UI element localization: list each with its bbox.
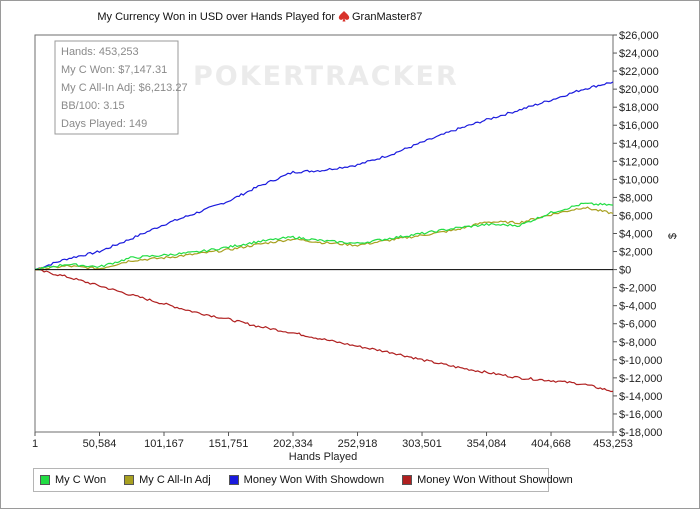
legend-swatch bbox=[124, 475, 135, 485]
series-line-money-won-without-showdown bbox=[34, 269, 614, 393]
y-axis-label: $ bbox=[667, 233, 679, 239]
stats-box: Hands: 453,253 My C Won: $7,147.31 My C … bbox=[54, 40, 188, 135]
y-tick-label: $-2,000 bbox=[619, 283, 656, 295]
x-tick-label: 151,751 bbox=[209, 438, 249, 450]
y-tick-label: $12,000 bbox=[619, 156, 659, 168]
stats-allin: My C All-In Adj: $6,213.27 bbox=[61, 82, 188, 94]
legend-swatch bbox=[40, 475, 50, 485]
legend-label: My C Won bbox=[55, 474, 107, 486]
x-tick-label: 453,253 bbox=[593, 438, 633, 450]
stats-days: Days Played: 149 bbox=[61, 118, 147, 130]
y-tick-label: $4,000 bbox=[619, 229, 653, 241]
legend-item-without-showdown[interactable]: Money Won Without Showdown bbox=[402, 474, 573, 486]
y-tick-label: $18,000 bbox=[619, 102, 659, 114]
legend-swatch bbox=[402, 475, 413, 485]
y-tick-label: $-8,000 bbox=[619, 337, 656, 349]
y-tick-label: $-10,000 bbox=[619, 355, 662, 367]
y-tick-label: $24,000 bbox=[619, 48, 659, 60]
watermark-logo: POKERTRACKER bbox=[193, 61, 459, 92]
legend: My C Won My C All-In Adj Money Won With … bbox=[33, 468, 573, 492]
stats-bb100: BB/100: 3.15 bbox=[61, 100, 125, 112]
y-tick-label: $10,000 bbox=[619, 174, 659, 186]
x-tick-label: 1 bbox=[32, 438, 38, 450]
x-tick-label: 202,334 bbox=[273, 438, 313, 450]
y-tick-label: $22,000 bbox=[619, 66, 659, 78]
player-name: GranMaster87 bbox=[352, 11, 422, 23]
y-tick-label: $-4,000 bbox=[619, 301, 656, 313]
y-tick-label: $16,000 bbox=[619, 120, 659, 132]
y-tick-label: $26,000 bbox=[619, 30, 659, 42]
y-tick-label: $2,000 bbox=[619, 247, 653, 259]
x-tick-label: 303,501 bbox=[402, 438, 442, 450]
y-tick-label: $-6,000 bbox=[619, 319, 656, 331]
stats-won: My C Won: $7,147.31 bbox=[61, 64, 167, 76]
y-tick-label: $14,000 bbox=[619, 138, 659, 150]
y-tick-label: $-18,000 bbox=[619, 427, 662, 439]
legend-item-all-in-adj[interactable]: My C All-In Adj bbox=[124, 474, 211, 486]
x-tick-label: 50,584 bbox=[83, 438, 117, 450]
x-tick-label: 404,668 bbox=[531, 438, 571, 450]
x-axis-label: Hands Played bbox=[289, 451, 358, 463]
x-tick-label: 252,918 bbox=[338, 438, 378, 450]
y-tick-label: $-14,000 bbox=[619, 391, 662, 403]
stats-hands: Hands: 453,253 bbox=[61, 46, 139, 58]
y-tick-label: $-12,000 bbox=[619, 373, 662, 385]
y-tick-label: $20,000 bbox=[619, 84, 659, 96]
legend-label: Money Won Without Showdown bbox=[417, 474, 573, 486]
series-line-money-won-with-showdown bbox=[34, 81, 614, 271]
y-tick-label: $8,000 bbox=[619, 192, 653, 204]
y-tick-label: $0 bbox=[619, 265, 631, 277]
chart-title: My Currency Won in USD over Hands Played… bbox=[97, 11, 335, 23]
series-line-my-c-all-in-adj bbox=[34, 206, 614, 271]
legend-label: My C All-In Adj bbox=[139, 474, 211, 486]
series-line-my-c-won bbox=[34, 202, 614, 271]
legend-swatch bbox=[228, 475, 239, 485]
legend-item-my-c-won[interactable]: My C Won bbox=[40, 474, 106, 486]
spade-logo-icon bbox=[338, 11, 350, 22]
x-tick-label: 354,084 bbox=[467, 438, 507, 450]
y-tick-label: $6,000 bbox=[619, 210, 653, 222]
y-tick-label: $-16,000 bbox=[619, 409, 662, 421]
x-tick-label: 101,167 bbox=[144, 438, 184, 450]
legend-label: Money Won With Showdown bbox=[243, 474, 385, 486]
legend-item-with-showdown[interactable]: Money Won With Showdown bbox=[228, 474, 385, 486]
